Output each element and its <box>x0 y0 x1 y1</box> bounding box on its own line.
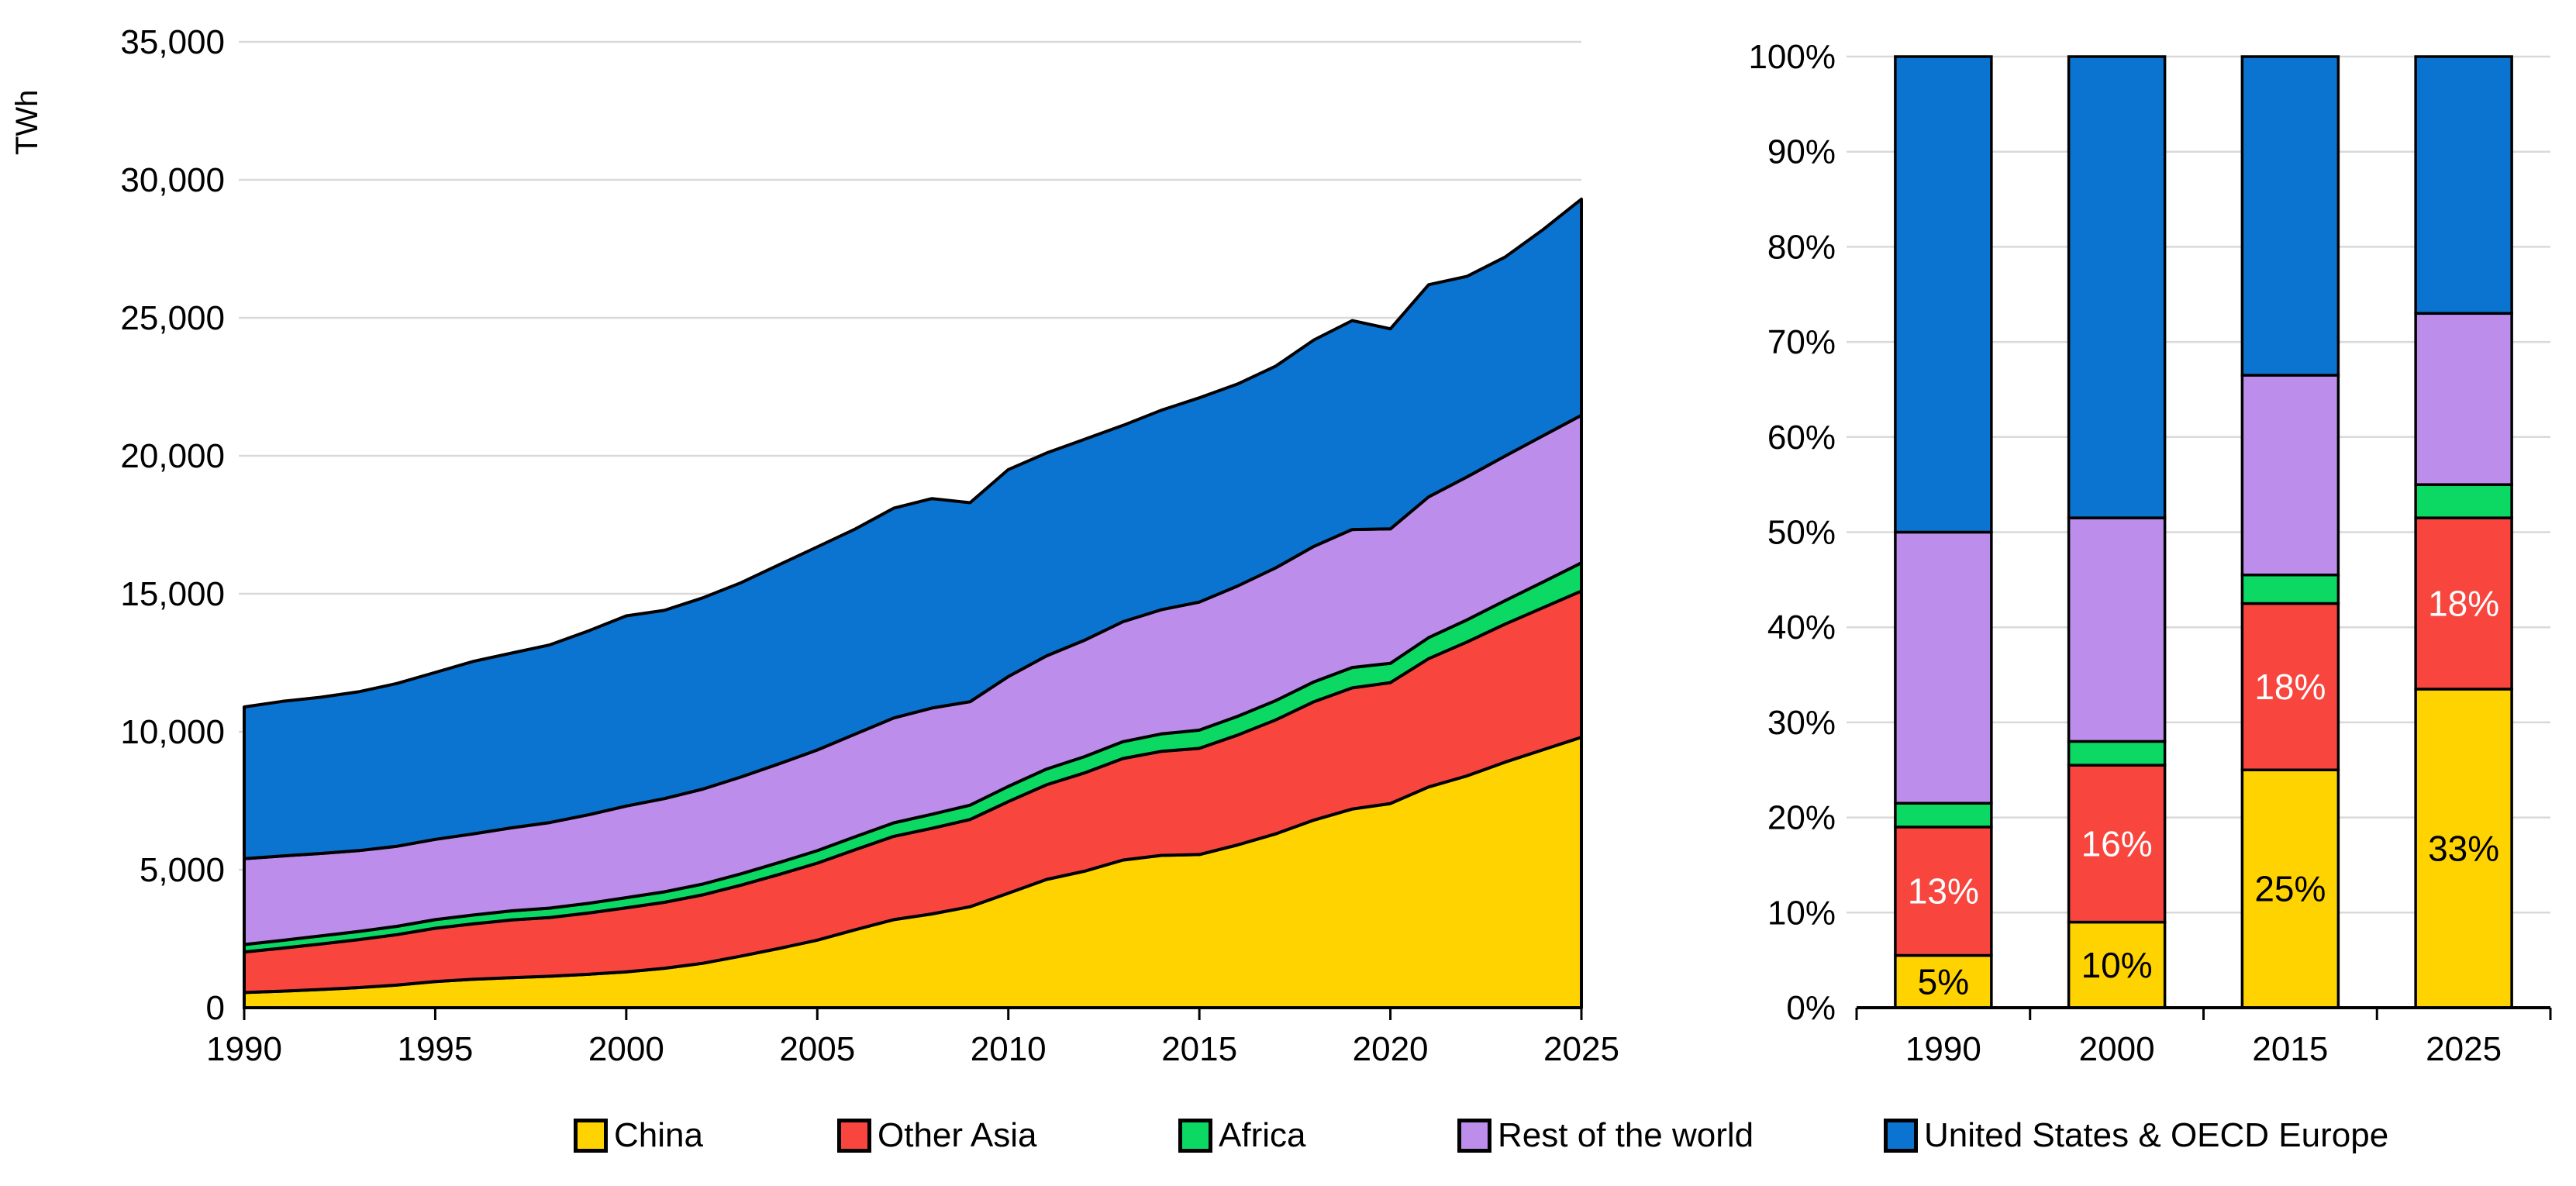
bar-segment-united-states-oecd-europe-1990 <box>1894 55 1993 534</box>
bar-segment-other-asia-1990 <box>1894 826 1993 957</box>
y-tick-label: 60% <box>1767 419 1836 457</box>
bar-segment-rest-of-the-world-2015 <box>2240 374 2340 577</box>
bar-value-label: 25% <box>2254 869 2326 909</box>
legend-swatch-icon <box>837 1119 871 1153</box>
y-tick-label: 90% <box>1767 133 1836 171</box>
bar-value-label: 18% <box>2254 667 2326 707</box>
legend-swatch-icon <box>574 1119 608 1153</box>
x-tick-label: 2015 <box>1161 1030 1237 1068</box>
bar-segment-united-states-oecd-europe-2025 <box>2414 55 2513 315</box>
y-tick-label: 20,000 <box>120 437 225 475</box>
y-tick-label: 35,000 <box>120 23 225 61</box>
area-series-united-states-oecd-europe <box>243 197 1583 860</box>
bar-value-label: 16% <box>2081 823 2153 864</box>
y-axis-title: TWh <box>10 90 44 155</box>
x-tick-label: 2025 <box>1543 1030 1619 1068</box>
x-tick-label: 2015 <box>2252 1030 2328 1068</box>
bar-segment-rest-of-the-world-2025 <box>2414 312 2513 486</box>
bar-segment-united-states-oecd-europe-2000 <box>2067 55 2167 519</box>
bar-segment-africa-2000 <box>2067 740 2167 767</box>
bar-segment-africa-2015 <box>2240 573 2340 605</box>
bar-segment-rest-of-the-world-1990 <box>1894 530 1993 805</box>
bar-value-label: 33% <box>2428 828 2499 868</box>
x-tick-label: 1990 <box>206 1030 282 1068</box>
bar-segment-other-asia-2015 <box>2240 602 2340 772</box>
y-tick-label: 40% <box>1767 609 1836 646</box>
legend-item-other-asia: Other Asia <box>837 1116 1036 1155</box>
y-tick-label: 50% <box>1767 514 1836 552</box>
y-tick-label: 80% <box>1767 228 1836 266</box>
legend-item-united-states-oecd-europe: United States & OECD Europe <box>1884 1116 2388 1155</box>
y-tick-label: 100% <box>1748 38 1836 76</box>
legend-label: Other Asia <box>878 1116 1037 1154</box>
x-tick-label: 2025 <box>2426 1030 2502 1068</box>
area-chart-electricity-by-region: 1990 1995 2000 2005 2010 2015 2020 2025 0 5,000 10… <box>10 23 1619 1068</box>
legend-item-china: China <box>574 1116 703 1155</box>
bar-value-label: 13% <box>1908 871 1979 912</box>
bar-segment-china-2025 <box>2414 688 2513 1009</box>
y-tick-label: 10,000 <box>120 713 225 751</box>
bar-segment-china-2015 <box>2240 768 2340 1009</box>
y-tick-label: 0 <box>206 989 225 1027</box>
bar-segment-united-states-oecd-europe-2015 <box>2240 55 2340 377</box>
legend-label: United States & OECD Europe <box>1924 1116 2389 1154</box>
legend-swatch-icon <box>1884 1119 1918 1153</box>
x-tick-label: 2010 <box>971 1030 1047 1068</box>
chart-legend: China Other Asia Africa Rest of the world Un… <box>0 1108 2576 1178</box>
legend-label: China <box>614 1116 703 1154</box>
y-tick-label: 10% <box>1767 894 1836 932</box>
x-tick-label: 1990 <box>1905 1030 1981 1068</box>
bar-segment-africa-2025 <box>2414 483 2513 519</box>
legend-swatch-icon <box>1457 1119 1491 1153</box>
legend-label: Rest of the world <box>1498 1116 1754 1154</box>
stacked-bar-chart-share-by-region: 5% 13% 1990 10% 16% 2000 25% 18% 2015 33% 18% 2025 0… <box>1748 38 2552 1068</box>
bar-value-label: 10% <box>2081 945 2153 985</box>
legend-item-rest-of-the-world: Rest of the world <box>1457 1116 1754 1155</box>
legend-swatch-icon <box>1178 1119 1212 1153</box>
y-tick-label: 25,000 <box>120 299 225 337</box>
bar-value-label: 5% <box>1918 961 1969 1002</box>
bar-value-label: 18% <box>2428 584 2499 624</box>
y-tick-label: 15,000 <box>120 575 225 613</box>
x-tick-label: 2005 <box>779 1030 855 1068</box>
y-tick-label: 30% <box>1767 704 1836 742</box>
legend-label: Africa <box>1219 1116 1306 1154</box>
bar-segment-other-asia-2025 <box>2414 516 2513 691</box>
legend-item-africa: Africa <box>1178 1116 1305 1155</box>
x-tick-label: 2020 <box>1353 1030 1429 1068</box>
x-tick-label: 2000 <box>588 1030 664 1068</box>
y-tick-label: 0% <box>1786 989 1836 1027</box>
y-tick-label: 5,000 <box>140 851 225 889</box>
y-tick-label: 30,000 <box>120 161 225 199</box>
y-tick-label: 70% <box>1767 323 1836 361</box>
x-tick-label: 2000 <box>2079 1030 2155 1068</box>
bar-segment-africa-1990 <box>1894 802 1993 829</box>
x-tick-label: 1995 <box>397 1030 473 1068</box>
bar-segment-rest-of-the-world-2000 <box>2067 516 2167 743</box>
y-tick-label: 20% <box>1767 799 1836 837</box>
